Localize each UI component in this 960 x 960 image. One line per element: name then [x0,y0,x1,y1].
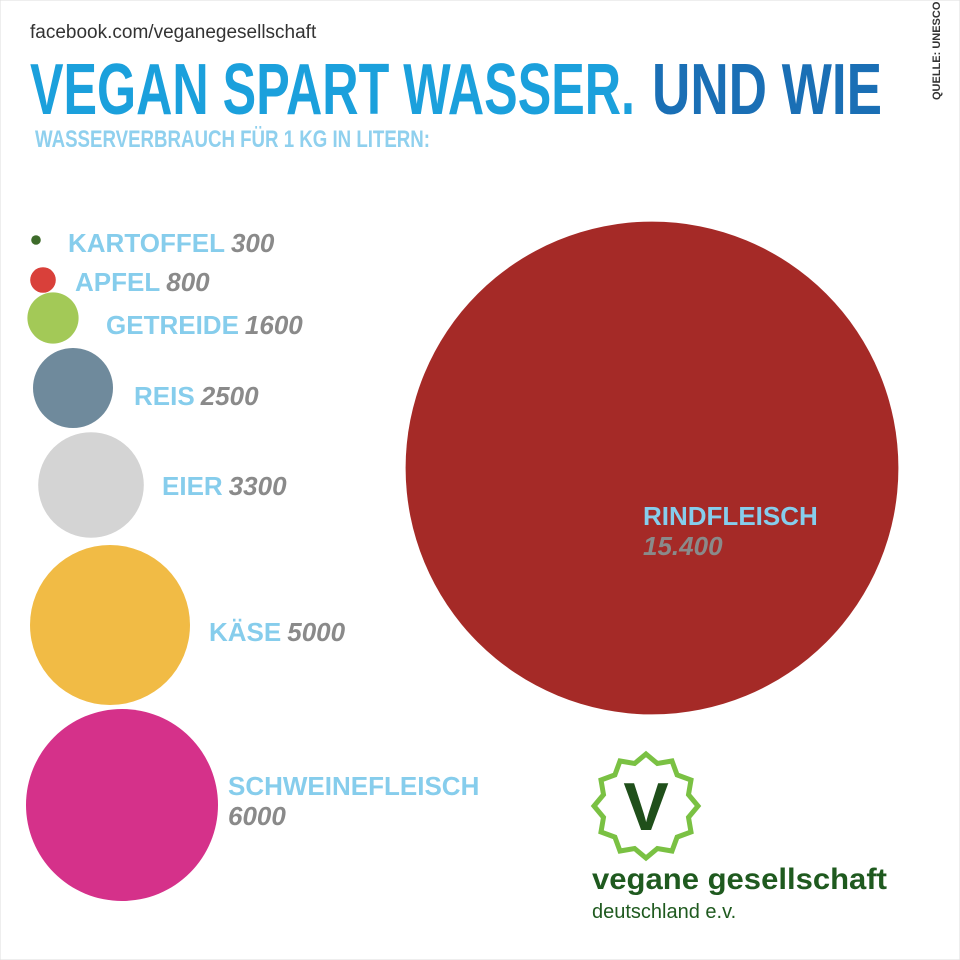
value-label: 300 [231,228,275,258]
bubble [27,292,79,344]
value-label: 2500 [200,381,259,411]
category-label: APFEL [75,267,160,297]
bubble [26,709,218,901]
value-label: 800 [166,267,210,297]
bubble [33,348,113,428]
category-label: KÄSE [209,617,281,647]
category-label: EIER [162,471,223,501]
category-label: SCHWEINEFLEISCH [228,771,479,801]
category-label: KARTOFFEL [68,228,225,258]
title: VEGAN SPART WASSER. [30,50,635,130]
bubble [38,432,144,538]
subtitle: WASSERVERBRAUCH FÜR 1 KG IN LITERN: [35,126,430,153]
category-label: RINDFLEISCH [643,501,818,531]
value-label: 6000 [228,801,286,831]
bubble [405,221,899,715]
logo-sub: deutschland e.v. [592,901,736,923]
source: QUELLE: UNESCO [931,1,943,100]
logo-name: vegane gesellschaft [592,863,887,896]
category-label: GETREIDE [106,310,239,340]
value-label: 1600 [245,310,303,340]
bubble [30,267,56,293]
title-accent: UND WIE [652,50,882,130]
logo-badge [590,750,702,862]
value-label: 5000 [287,617,345,647]
category-label: REIS [134,381,195,411]
value-label: 15.400 [643,531,723,561]
logo-mark: V [623,769,668,845]
url: facebook.com/veganegesellschaft [30,22,317,43]
value-label: 3300 [229,471,287,501]
bubble [30,545,190,705]
bubble [31,235,41,245]
